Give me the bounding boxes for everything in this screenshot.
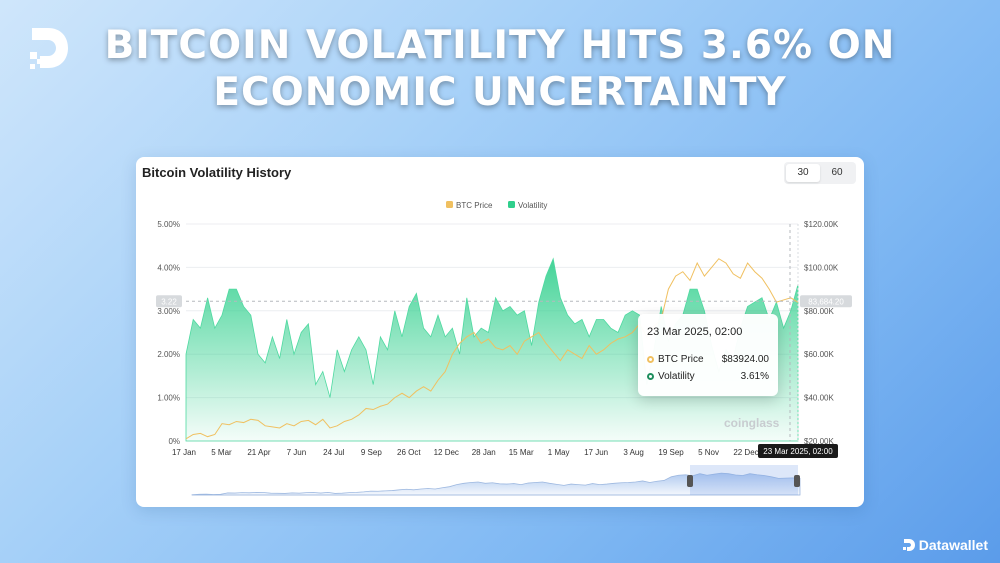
headline-line-2: ECONOMIC UNCERTAINTY <box>213 70 787 115</box>
brand-footer: Datawallet <box>902 537 988 553</box>
y-left-tick-label: 4.00% <box>157 263 180 272</box>
y-left-tick-label: 2.00% <box>157 350 180 359</box>
tooltip-date: 23 Mar 2025, 02:00 <box>647 326 743 338</box>
y-left-tick-label: 3.00% <box>157 307 180 316</box>
legend-label: BTC Price <box>456 201 493 210</box>
crosshair-right-value: 83,684.20 <box>808 297 844 306</box>
x-tick-label: 17 Jun <box>584 448 608 457</box>
volatility-dot-icon <box>647 373 654 380</box>
y-left-tick-label: 0% <box>168 437 180 446</box>
y-right-tick-label: $20.00K <box>804 437 834 446</box>
x-tick-label: 28 Jan <box>472 448 496 457</box>
btc-price-line <box>185 258 799 440</box>
crosshair-date-label: 23 Mar 2025, 02:00 <box>763 447 833 456</box>
headline: BITCOIN VOLATILITY HITS 3.6% ON ECONOMIC… <box>80 22 920 116</box>
crosshair-left-value: 3.22 <box>161 297 177 306</box>
legend-swatch <box>446 201 453 208</box>
brand-name: Datawallet <box>918 537 988 553</box>
chart-title: Bitcoin Volatility History <box>142 165 292 180</box>
navigator-series <box>191 472 801 496</box>
x-tick-label: 7 Jun <box>287 448 307 457</box>
x-tick-label: 15 Mar <box>509 448 534 457</box>
coinglass-watermark: coinglass <box>724 416 780 430</box>
datawallet-small-icon <box>902 539 915 551</box>
tooltip-row-volatility: Volatility 3.61% <box>647 371 769 382</box>
y-left-tick-label: 1.00% <box>157 394 180 403</box>
x-tick-label: 5 Mar <box>211 448 232 457</box>
x-tick-label: 22 Dec <box>733 448 758 457</box>
tooltip-row-price: BTC Price $83924.00 <box>647 354 769 365</box>
chart-tooltip: 23 Mar 2025, 02:00 BTC Price $83924.00 V… <box>638 314 778 396</box>
x-tick-label: 17 Jan <box>172 448 196 457</box>
crosshair-left-badge <box>156 295 182 308</box>
y-right-tick-label: $40.00K <box>804 394 834 403</box>
x-tick-label: 24 Jul <box>323 448 345 457</box>
y-right-tick-label: $120.00K <box>804 220 839 229</box>
navigator-selection <box>690 465 798 495</box>
legend-swatch <box>508 201 515 208</box>
crosshair-date-badge <box>758 444 838 458</box>
x-tick-label: 5 Nov <box>698 448 719 457</box>
range-navigator <box>191 465 801 496</box>
x-tick-label: 26 Oct <box>397 448 421 457</box>
headline-line-1: BITCOIN VOLATILITY HITS 3.6% ON <box>104 23 896 68</box>
x-tick-label: 12 Dec <box>434 448 459 457</box>
y-left-tick-label: 5.00% <box>157 220 180 229</box>
x-tick-label: 1 May <box>548 448 570 457</box>
tooltip-volatility-value: 3.61% <box>740 371 769 382</box>
period-30-button[interactable]: 30 <box>786 164 820 182</box>
navigator-left-handle-icon <box>687 475 693 487</box>
y-right-tick-label: $80.00K <box>804 307 834 316</box>
chart-legend: BTC Price Volatility <box>446 201 547 210</box>
tooltip-price-value: $83924.00 <box>721 354 769 365</box>
x-tick-label: 21 Apr <box>247 448 270 457</box>
x-tick-label: 9 Sep <box>361 448 382 457</box>
x-tick-label: 19 Sep <box>658 448 684 457</box>
x-tick-label: 3 Aug <box>623 448 643 457</box>
price-dot-icon <box>647 356 654 363</box>
tooltip-price-label: BTC Price <box>658 354 704 365</box>
crosshair-right-badge <box>800 295 852 308</box>
tooltip-volatility-label: Volatility <box>658 371 695 382</box>
chart-card: Bitcoin Volatility History 30 60 BTC Pri… <box>136 157 864 507</box>
y-right-tick-label: $100.00K <box>804 263 839 272</box>
datawallet-logo-icon <box>30 28 68 69</box>
period-toggle: 30 60 <box>784 162 856 184</box>
y-right-tick-label: $60.00K <box>804 350 834 359</box>
navigator-right-handle-icon <box>794 475 800 487</box>
period-60-button[interactable]: 60 <box>831 167 843 178</box>
legend-label: Volatility <box>518 201 547 210</box>
